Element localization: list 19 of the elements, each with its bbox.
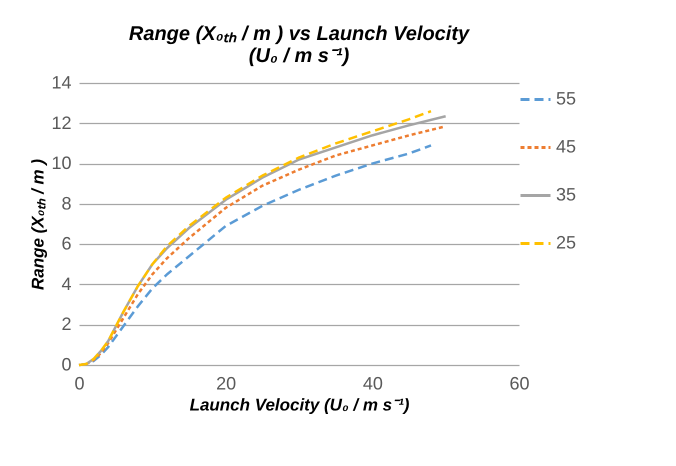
legend-label: 55 — [556, 88, 576, 108]
x-tick-label: 20 — [216, 374, 236, 394]
x-tick-label: 60 — [509, 374, 530, 394]
y-tick-label: 0 — [61, 354, 72, 374]
legend-label: 45 — [556, 136, 576, 156]
y-tick-label: 14 — [51, 72, 72, 92]
y-tick-label: 4 — [61, 274, 72, 294]
chart-title: Range (X₀ₜₕ / m ) vs Launch Velocity (U₀ / m s⁻¹) — [128, 23, 470, 67]
x-axis-title: Launch Velocity (U₀ / m s⁻¹) — [190, 396, 410, 414]
y-axis-title: Range (X₀ₜₕ / m ) — [28, 158, 48, 290]
x-tick-label: 0 — [74, 374, 85, 394]
y-tick-label: 8 — [61, 193, 72, 214]
y-tick-label: 10 — [51, 153, 72, 174]
legend-label: 35 — [556, 184, 576, 204]
x-tick-label: 40 — [362, 374, 383, 394]
y-tick-label: 12 — [51, 112, 72, 133]
y-tick-label: 6 — [61, 234, 72, 254]
legend-label: 25 — [556, 232, 576, 252]
y-tick-label: 2 — [61, 314, 72, 334]
